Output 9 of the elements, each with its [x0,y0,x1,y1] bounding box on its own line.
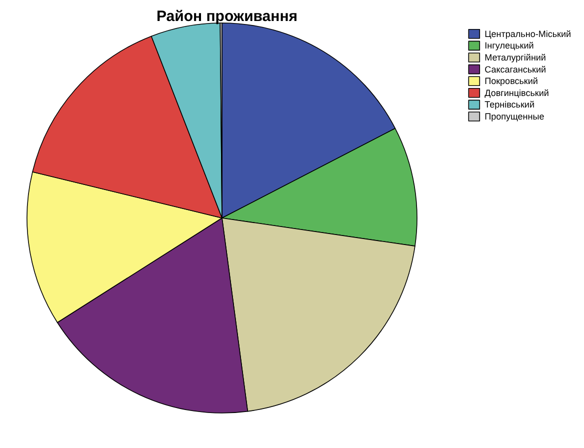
legend-label: Саксаганський [484,64,546,74]
legend-label: Пропущенные [484,112,544,122]
legend-label: Тернівський [484,100,534,110]
legend-label: Довгинцівський [484,88,549,98]
legend-label: Інгулецький [484,40,534,51]
legend-label: Металургійний [484,52,546,62]
legend-label: Покровський [484,76,538,86]
chart-title: Район проживання [156,8,298,25]
legend-label: Центрально-Міський [484,28,571,39]
